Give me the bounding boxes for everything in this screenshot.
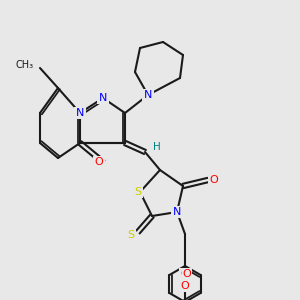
Text: N: N [173,207,181,217]
Text: O: O [181,269,189,279]
Text: O: O [210,175,218,185]
Text: S: S [128,230,135,240]
Text: O: O [183,269,191,279]
Text: N: N [76,108,84,118]
Text: S: S [134,187,142,197]
Text: CH₃: CH₃ [16,60,34,70]
Text: H: H [153,142,161,152]
Text: O: O [94,157,103,167]
Text: O: O [181,281,189,291]
Text: N: N [144,90,152,100]
Text: N: N [99,93,107,103]
